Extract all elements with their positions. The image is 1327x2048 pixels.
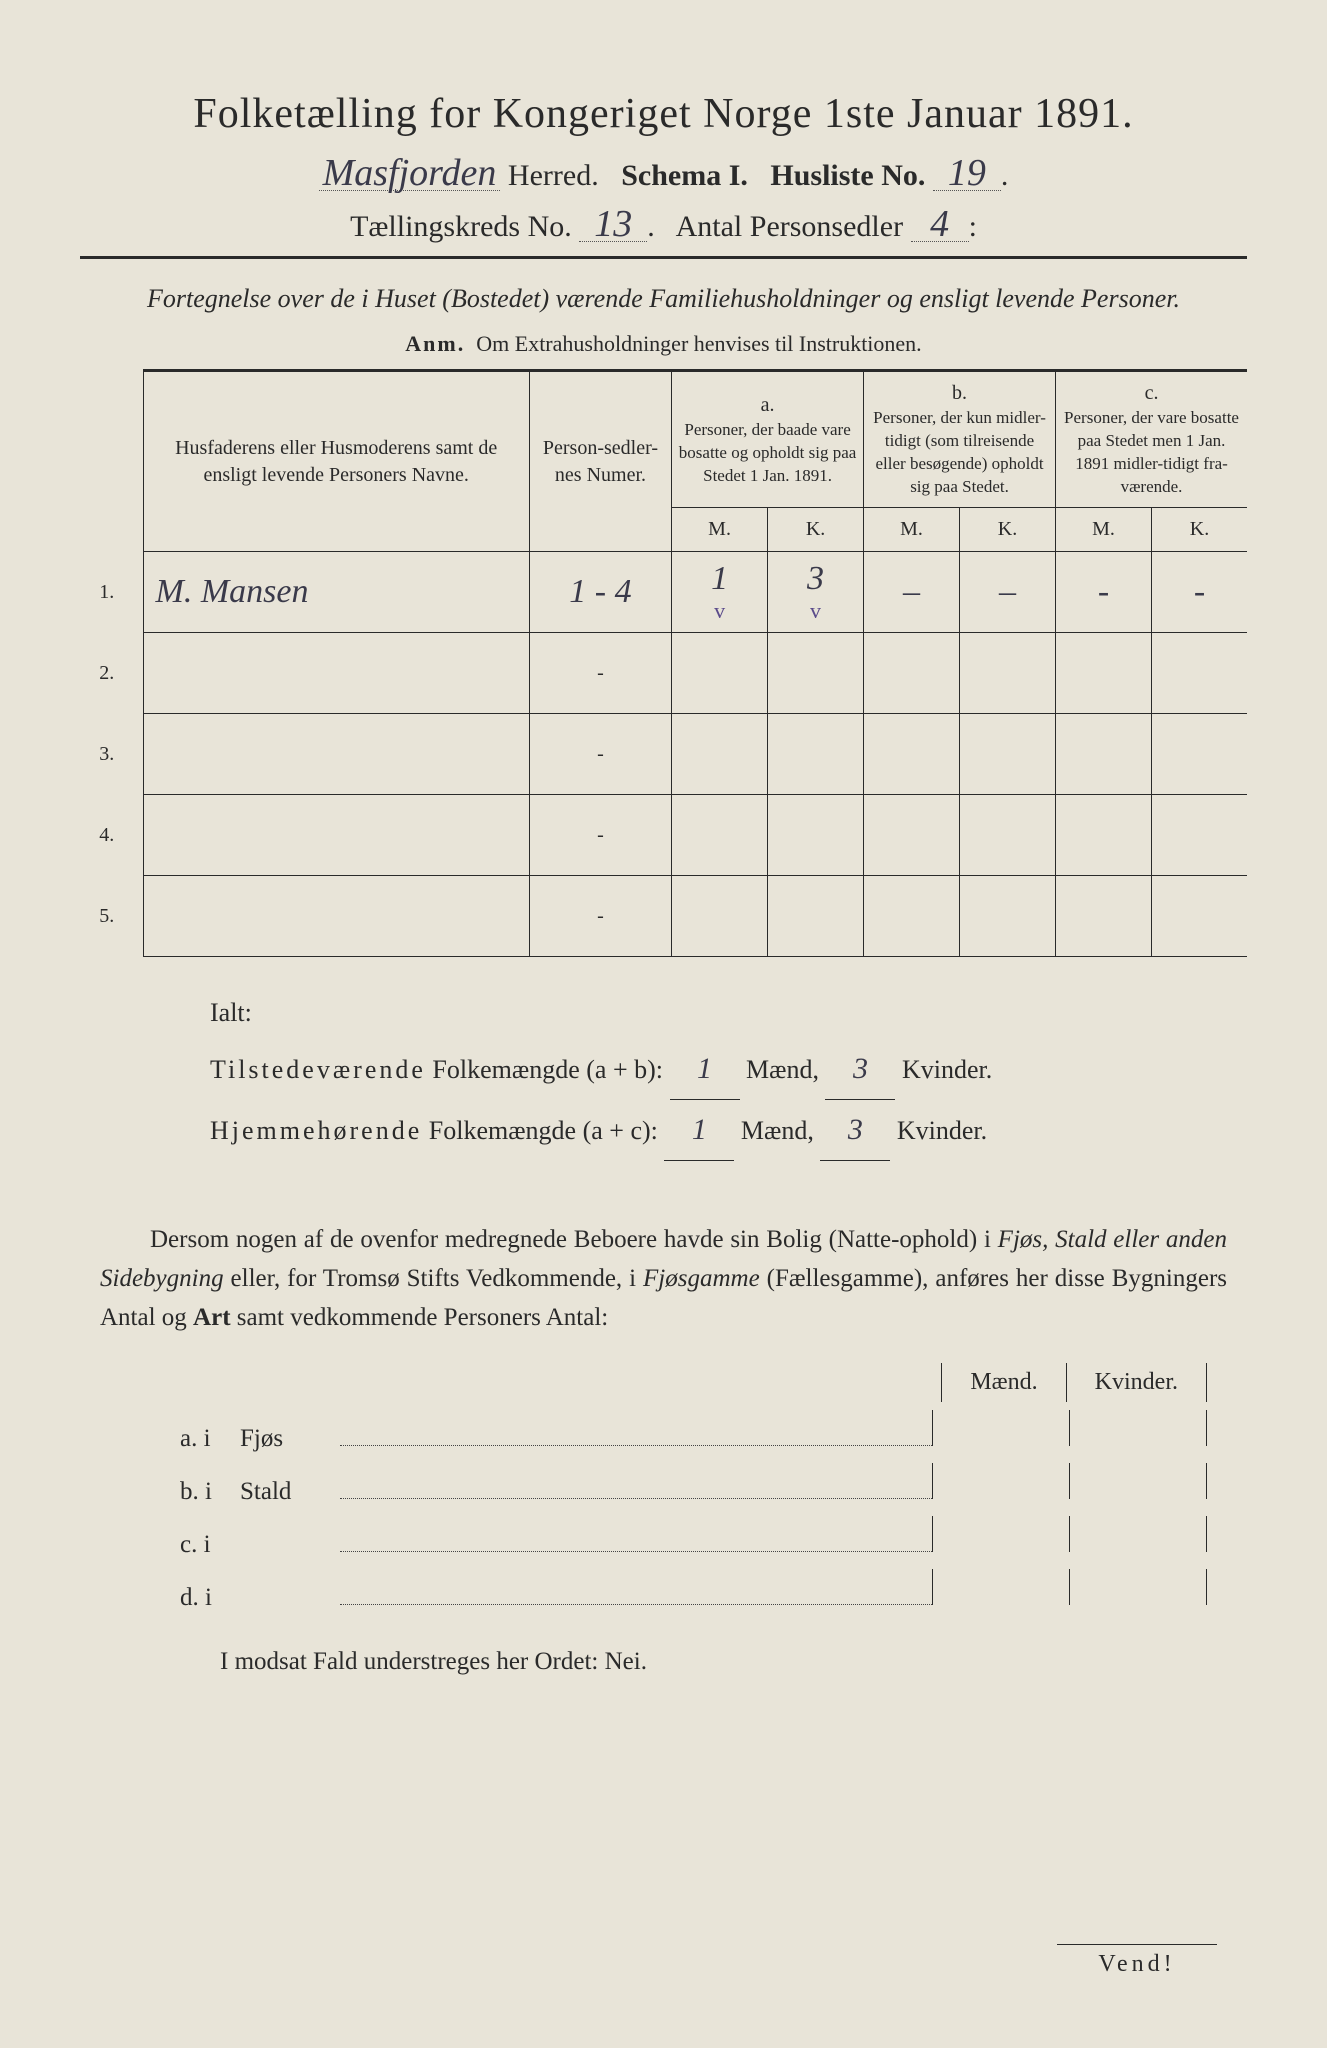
abcd-row: c. i <box>180 1516 1207 1559</box>
header-line-3: Tællingskreds No. 13. Antal Personsedler… <box>80 207 1247 244</box>
anm-text: Om Extrahusholdninger henvises til Instr… <box>476 331 921 356</box>
row-name: M. Mansen <box>156 573 309 610</box>
ialt-block: Ialt: Tilstedeværende Folkemængde (a + b… <box>210 987 1247 1161</box>
abcd-block: Mænd. Kvinder. a. i Fjøs b. i Stald c. i… <box>180 1363 1207 1612</box>
anm-line: Anm. Om Extrahusholdninger henvises til … <box>80 331 1247 357</box>
row-num: 1. <box>80 552 143 633</box>
schema-label: Schema I. <box>621 159 748 192</box>
husliste-no: 19 <box>933 156 1001 191</box>
rule-1 <box>80 256 1247 259</box>
th-c-m: M. <box>1056 508 1152 552</box>
kreds-no: 13 <box>579 207 647 242</box>
abcd-maend: Mænd. <box>941 1363 1065 1402</box>
th-a-k: K. <box>768 508 864 552</box>
header-line-2: Masfjorden Herred. Schema I. Husliste No… <box>80 156 1247 193</box>
th-a: a. Personer, der baade vare bosatte og o… <box>672 371 864 508</box>
ialt-line1: Tilstedeværende Folkemængde (a + b): 1 M… <box>210 1039 1247 1100</box>
th-name: Husfaderens eller Husmoderens samt de en… <box>143 371 529 552</box>
abcd-row: d. i <box>180 1569 1207 1612</box>
page-title: Folketælling for Kongeriget Norge 1ste J… <box>80 90 1247 138</box>
cell: – <box>903 573 920 610</box>
modsat-line: I modsat Fald understreges her Ordet: Ne… <box>220 1648 1247 1676</box>
anm-label: Anm. <box>405 331 465 356</box>
abcd-row: b. i Stald <box>180 1463 1207 1506</box>
antal-val: 4 <box>911 207 969 242</box>
th-b: b. Personer, der kun midler-tidigt (som … <box>864 371 1056 508</box>
abcd-row: a. i Fjøs <box>180 1410 1207 1453</box>
dersom-paragraph: Dersom nogen af de ovenfor medregnede Be… <box>100 1221 1227 1337</box>
vend-label: Vend! <box>1057 1944 1217 1978</box>
husliste-label: Husliste No. <box>770 159 925 192</box>
table-row: 3. - <box>80 714 1247 795</box>
table-row: 2. - <box>80 633 1247 714</box>
fortegnelse: Fortegnelse over de i Huset (Bostedet) v… <box>110 281 1217 317</box>
abcd-kvinder: Kvinder. <box>1066 1363 1207 1402</box>
row-pn: 1 - 4 <box>569 573 631 610</box>
ialt-line2: Hjemmehørende Folkemængde (a + c): 1 Mæn… <box>210 1100 1247 1161</box>
herred-value: Masfjorden <box>319 156 501 191</box>
table-row: 1. M. Mansen 1 - 4 1v 3v – – - - <box>80 552 1247 633</box>
ialt-label: Ialt: <box>210 987 1247 1039</box>
th-a-m: M. <box>672 508 768 552</box>
cell: – <box>999 573 1016 610</box>
herred-label: Herred. <box>508 159 599 192</box>
table-row: 4. - <box>80 795 1247 876</box>
cell: 1 <box>711 560 728 597</box>
th-pn: Person-sedler-nes Numer. <box>529 371 671 552</box>
cell: 3 <box>807 560 824 597</box>
th-c-k: K. <box>1152 508 1248 552</box>
cell: - <box>1194 573 1205 610</box>
cell: - <box>1098 573 1109 610</box>
antal-label: Antal Personsedler <box>676 210 903 243</box>
th-b-k: K. <box>960 508 1056 552</box>
table-row: 5. - <box>80 876 1247 957</box>
th-c: c. Personer, der vare bosatte paa Stedet… <box>1056 371 1247 508</box>
main-table: Husfaderens eller Husmoderens samt de en… <box>80 369 1247 957</box>
th-b-m: M. <box>864 508 960 552</box>
kreds-label: Tællingskreds No. <box>350 210 572 243</box>
